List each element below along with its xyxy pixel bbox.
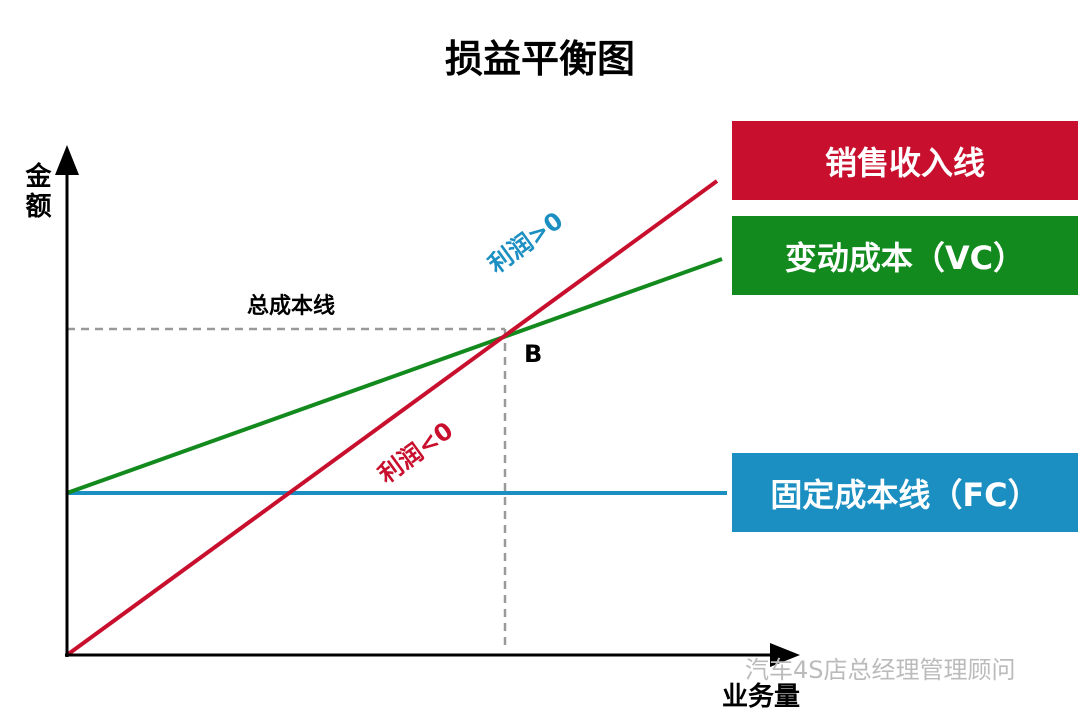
total-cost-line <box>66 257 723 495</box>
y-axis-label: 金额 <box>21 162 51 222</box>
revenue-line <box>65 179 719 657</box>
legend-box: 销售收入线 <box>732 121 1078 200</box>
legend-box: 固定成本线（FC） <box>732 453 1078 532</box>
total-cost-label: 总成本线 <box>247 294 336 319</box>
title: 损益平衡图 <box>444 37 635 81</box>
legend-box: 变动成本（VC） <box>732 216 1078 295</box>
watermark: 汽车4S店总经理管理顾问 <box>745 656 1016 684</box>
point-label: B <box>524 340 543 368</box>
x-axis-label: 业务量 <box>722 682 801 712</box>
